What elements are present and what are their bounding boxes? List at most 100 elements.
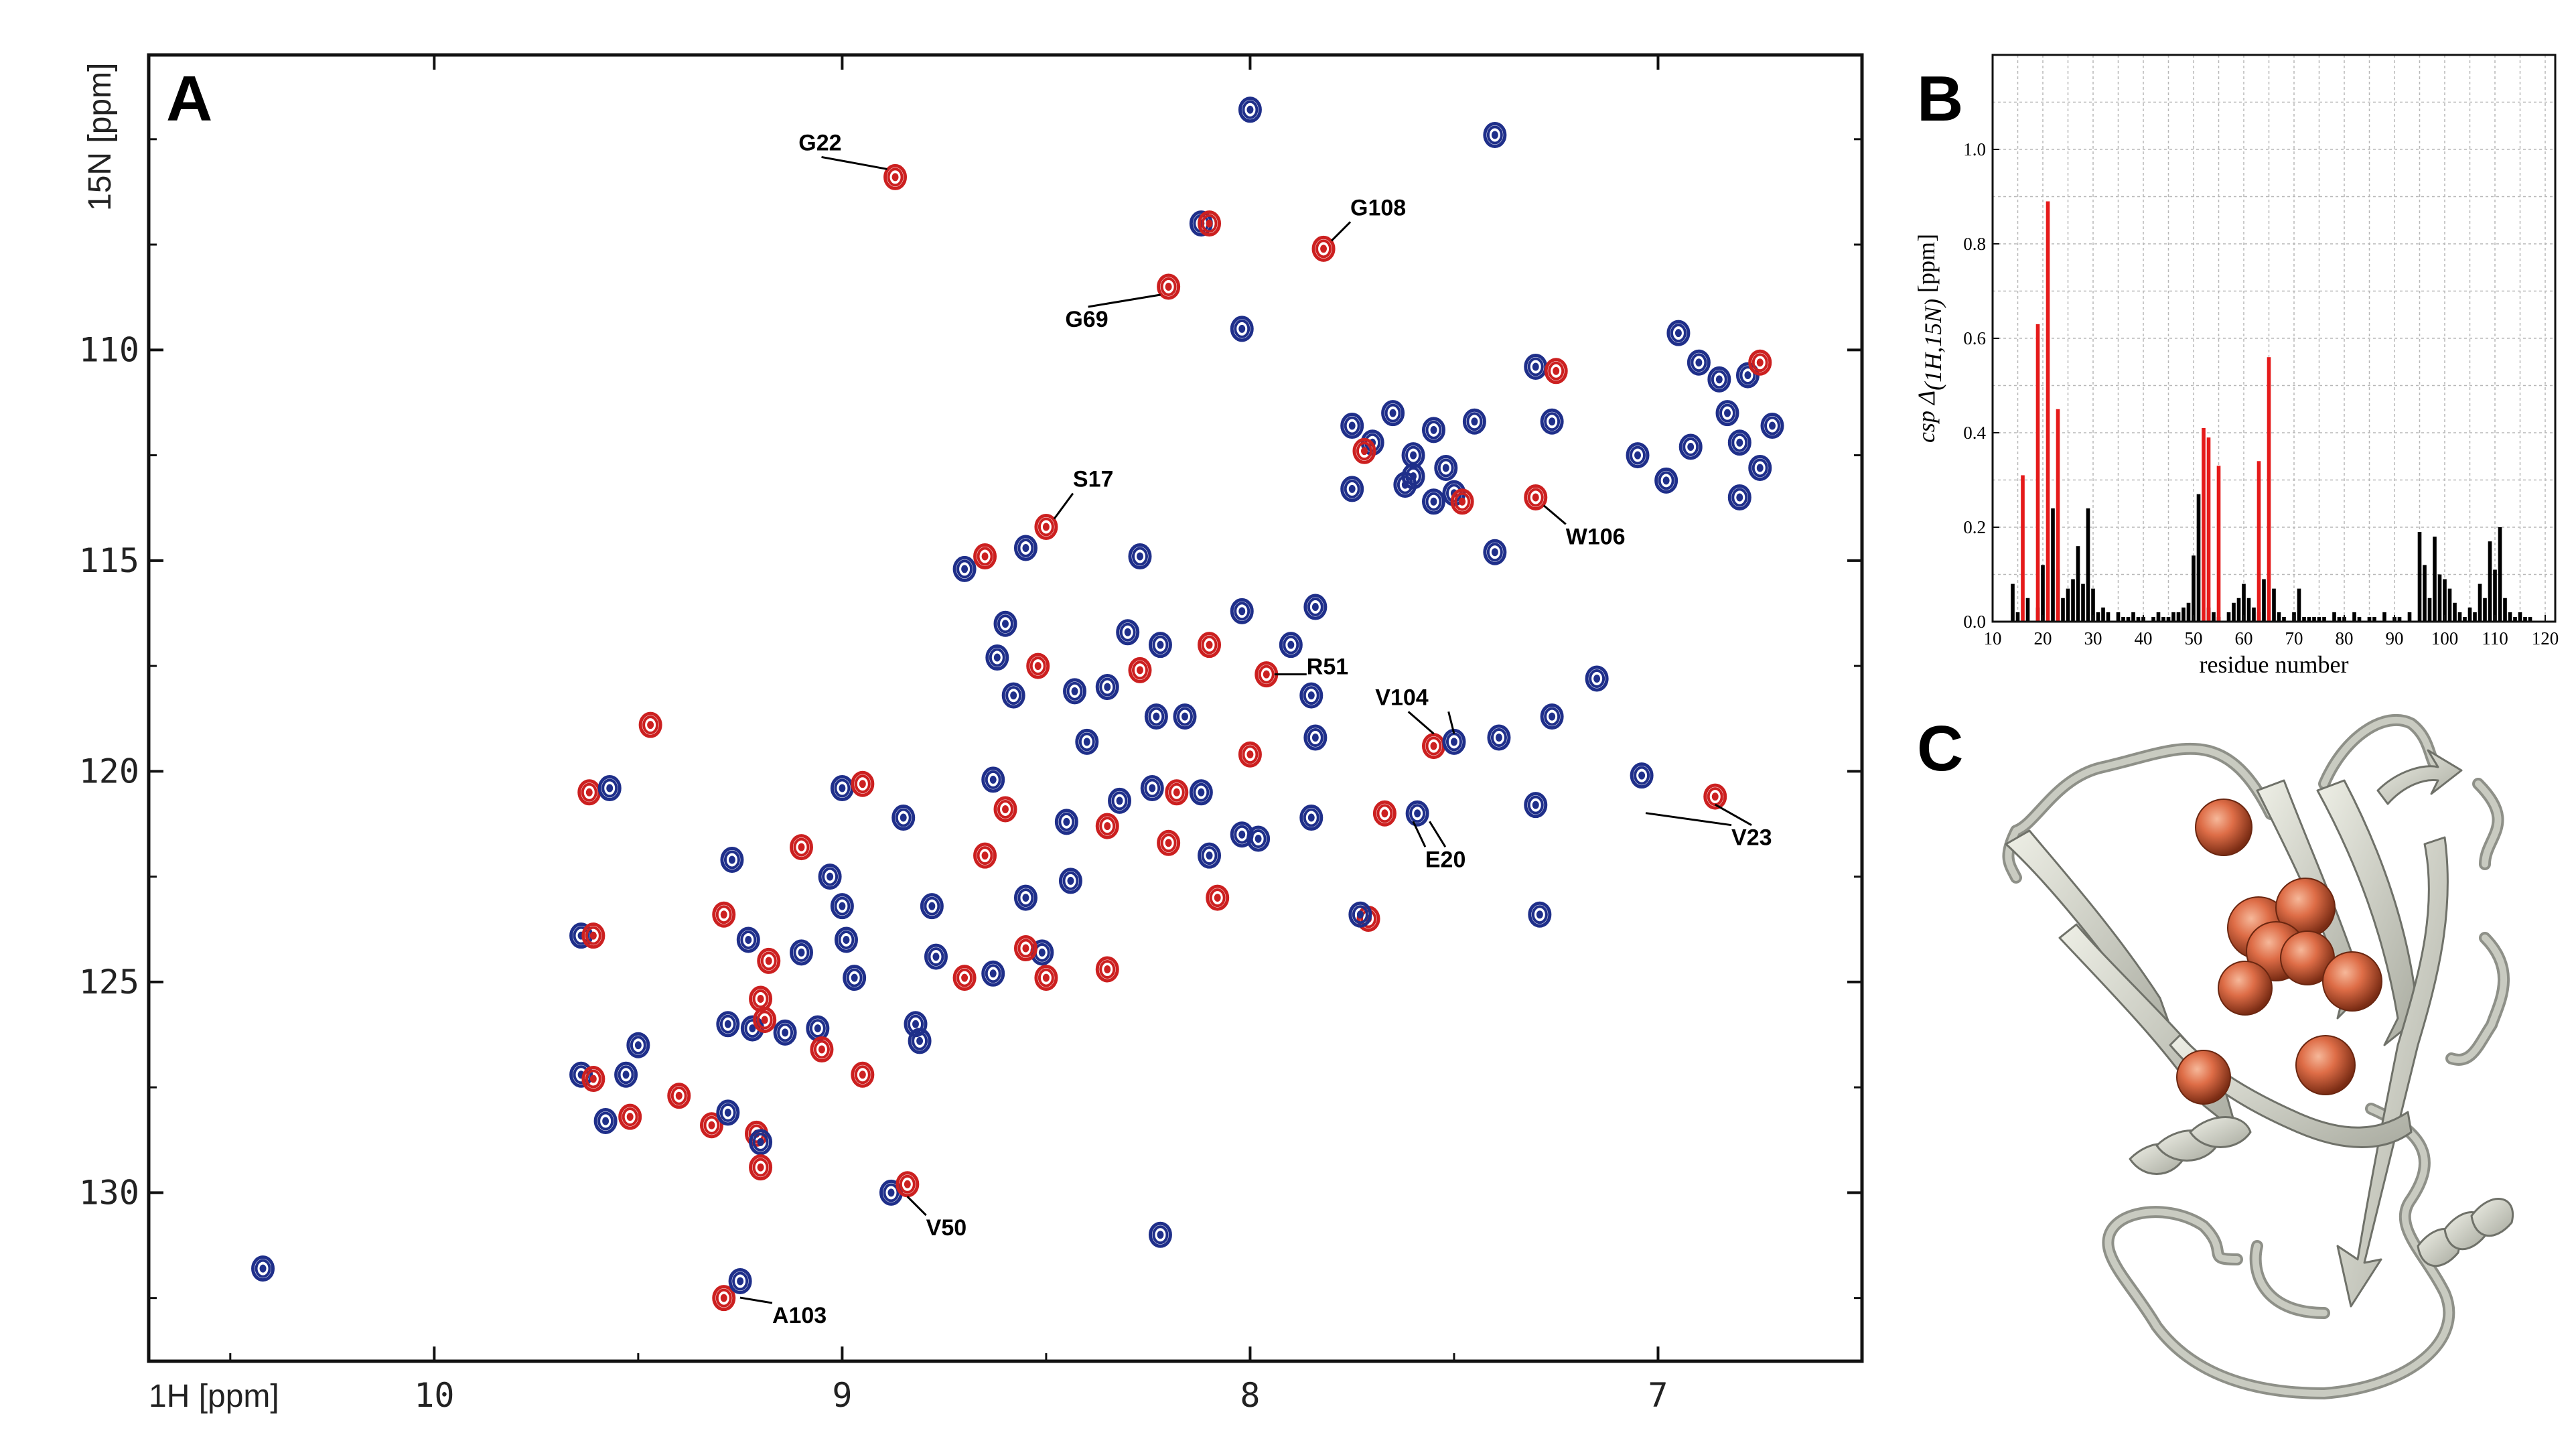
- peak-blue: [614, 1061, 638, 1088]
- peak-blue: [1230, 316, 1254, 342]
- bar-black-res29: [2086, 508, 2090, 622]
- bar-black-res48: [2181, 607, 2186, 622]
- a-xtick-label-10: 10: [414, 1376, 454, 1415]
- annotation-label-R51: R51: [1307, 654, 1348, 680]
- peak-blue: [1727, 484, 1751, 510]
- peak-red: [896, 1171, 920, 1198]
- bar-red-res53: [2206, 437, 2211, 622]
- bar-black-res98: [2433, 537, 2437, 622]
- bar-black-res33: [2106, 612, 2110, 622]
- peak-blue: [1013, 535, 1037, 561]
- bar-red-res21: [2046, 201, 2050, 622]
- panel-b-grid: [1993, 55, 2555, 622]
- peak-blue: [1715, 400, 1739, 427]
- b-xtick-label-90: 90: [2386, 628, 2404, 648]
- annotation-leader-2-E20: [1429, 821, 1447, 848]
- peak-red: [749, 985, 773, 1012]
- peak-blue: [1483, 539, 1507, 565]
- bar-black-res51: [2196, 494, 2201, 622]
- b-ytick-label-1: 1.0: [1963, 139, 1986, 159]
- b-ytick-label-0.6: 0.6: [1963, 328, 1986, 348]
- bar-black-res95: [2417, 532, 2422, 622]
- bar-black-res47: [2176, 612, 2181, 622]
- peak-blue: [736, 926, 760, 953]
- a-xtick-label-9: 9: [832, 1376, 852, 1415]
- b-ytick-label-0.2: 0.2: [1963, 517, 1986, 537]
- bar-black-res38: [2131, 612, 2135, 622]
- peak-red: [1703, 783, 1727, 810]
- bar-black-res61: [2246, 598, 2251, 622]
- peak-red: [810, 1036, 834, 1063]
- bar-black-res37: [2126, 616, 2131, 622]
- bar-black-res76: [2322, 616, 2326, 622]
- bar-black-res32: [2101, 607, 2105, 622]
- bar-black-res14: [2011, 583, 2015, 622]
- b-xtick-label-110: 110: [2482, 628, 2508, 648]
- bar-black-res60: [2242, 583, 2246, 622]
- coil-loops: [2002, 714, 2510, 1399]
- bar-black-res26: [2071, 579, 2075, 622]
- panel-c-protein-structure: C: [1917, 713, 2514, 1399]
- peak-red: [1238, 741, 1262, 768]
- bar-black-res110: [2493, 569, 2497, 622]
- annotation-leader-E20: [1412, 821, 1427, 847]
- bar-black-res24: [2061, 598, 2065, 622]
- peak-blue: [1340, 413, 1364, 439]
- beta-strand-6: [2169, 1034, 2413, 1148]
- peak-blue: [981, 960, 1005, 987]
- peak-blue: [1422, 417, 1445, 443]
- bar-black-res104: [2463, 616, 2467, 622]
- b-ytick-label-0.4: 0.4: [1963, 423, 1986, 443]
- peak-red: [1524, 484, 1548, 510]
- peak-red: [1095, 813, 1119, 839]
- peak-blue: [1013, 884, 1037, 911]
- peak-blue: [1540, 408, 1564, 435]
- b-xtick-label-20: 20: [2034, 628, 2052, 648]
- bar-black-res88: [2382, 612, 2386, 622]
- peak-red: [1255, 661, 1279, 688]
- peak-blue: [1075, 728, 1099, 755]
- peak-blue: [1381, 400, 1405, 427]
- panel-b-bars: [2011, 201, 2532, 622]
- peak-red: [749, 1154, 773, 1181]
- bar-black-res72: [2302, 616, 2306, 622]
- b-xtick-label-100: 100: [2431, 628, 2459, 648]
- peak-red: [581, 1066, 605, 1093]
- peak-blue: [728, 1267, 752, 1294]
- peak-red: [1311, 235, 1336, 262]
- panel-a-peaks: [251, 96, 1784, 1312]
- peak-blue: [1666, 320, 1691, 346]
- peak-blue: [908, 1028, 932, 1054]
- panel-a-hsqc-spectrum: A 10 9 8 7 110 115 120 125 130 G22 G108 G69 S17 W106…: [79, 53, 1864, 1415]
- b-xtick-label-10: 10: [1984, 628, 2002, 648]
- bar-black-res35: [2116, 612, 2121, 622]
- peak-blue: [1748, 454, 1772, 481]
- panel-b-ylabel: csp Δ(1H,15N) [ppm]: [1913, 234, 1946, 443]
- peak-blue: [597, 775, 622, 802]
- peak-blue: [1630, 762, 1654, 789]
- bar-black-res58: [2232, 602, 2236, 622]
- peak-blue: [251, 1255, 275, 1282]
- peak-blue: [830, 775, 854, 802]
- bar-black-res113: [2508, 612, 2512, 622]
- a-xtick-label-8: 8: [1240, 1376, 1260, 1415]
- annotation-label-S17: S17: [1073, 467, 1114, 492]
- annotation-label-V104: V104: [1375, 685, 1428, 710]
- panel-b-letter: B: [1917, 63, 1963, 135]
- peak-red: [699, 1112, 723, 1139]
- peak-red: [973, 842, 997, 869]
- annotation-leader-2-V104: [1447, 711, 1455, 734]
- annotation-leader-G108: [1330, 221, 1352, 242]
- bar-black-res109: [2488, 541, 2492, 622]
- peak-red: [993, 796, 1017, 823]
- bar-black-res102: [2453, 602, 2457, 622]
- annotation-label-V50: V50: [926, 1215, 967, 1241]
- bar-black-res93: [2407, 612, 2412, 622]
- peak-blue: [1524, 792, 1548, 819]
- bar-black-res71: [2297, 588, 2301, 622]
- peak-blue: [1303, 724, 1328, 751]
- peak-blue: [1173, 703, 1197, 730]
- peak-red: [1748, 349, 1772, 376]
- a-xtick-label-7: 7: [1648, 1376, 1668, 1415]
